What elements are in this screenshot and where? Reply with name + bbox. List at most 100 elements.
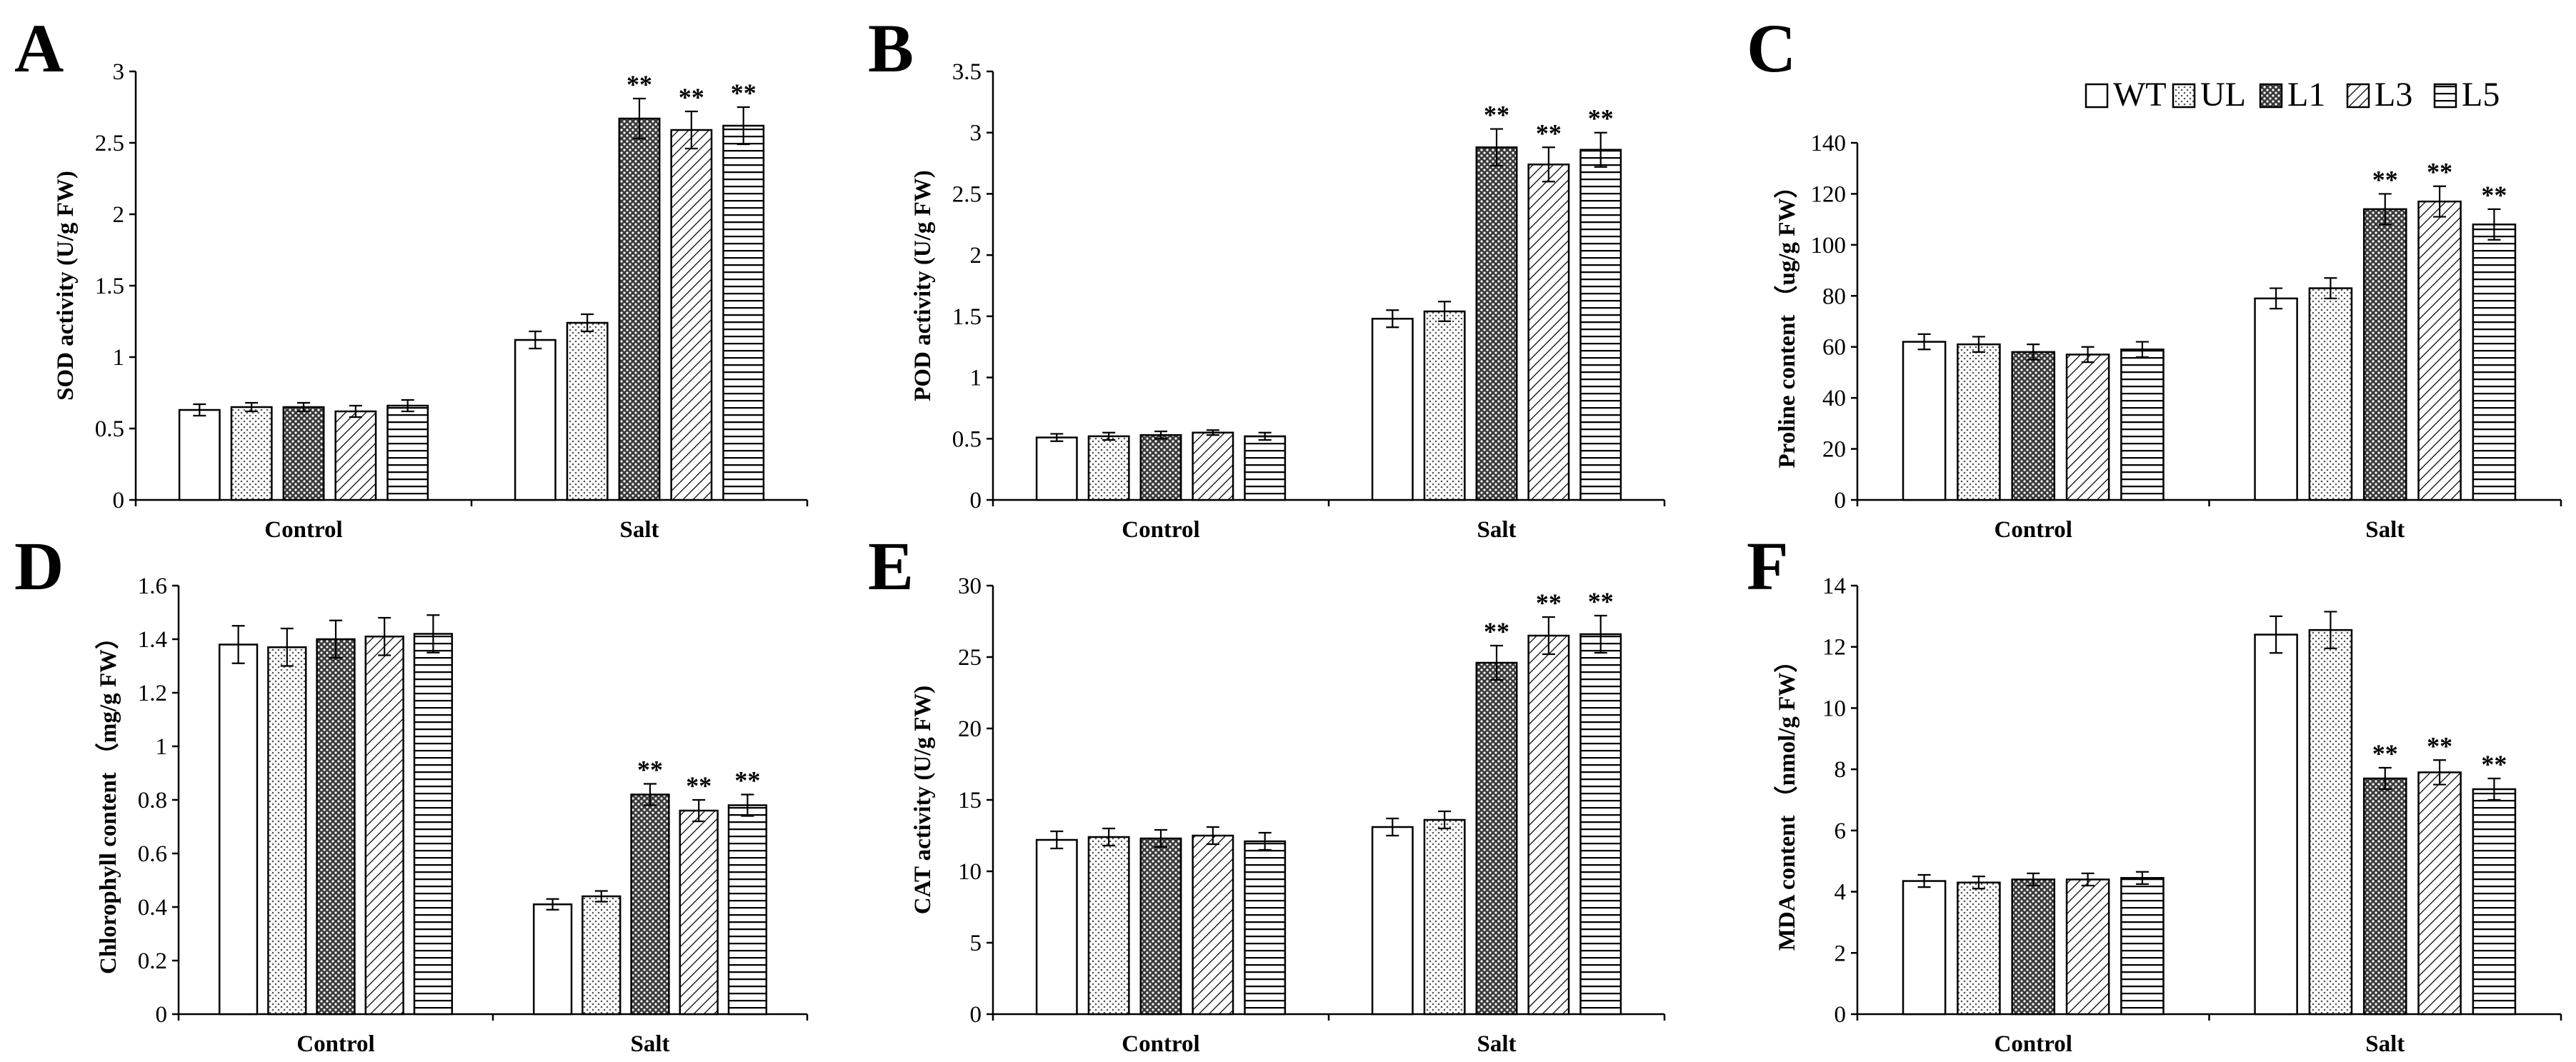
bar-l3	[679, 809, 719, 1016]
y-tick-label: 10	[958, 859, 982, 885]
significance-marker: **	[626, 70, 652, 99]
y-tick-label: 0	[1834, 1002, 1847, 1028]
significance-marker: **	[2427, 731, 2452, 760]
category-label: Control	[296, 1031, 374, 1057]
bar-l5	[1579, 149, 1622, 501]
bar-l5	[1244, 840, 1287, 1016]
y-tick-label: 20	[1822, 437, 1846, 463]
panel-letter: E	[868, 528, 914, 604]
bar-l3	[2065, 878, 2110, 1016]
y-axis-label: MDA content （nmol/g FW）	[1774, 649, 1800, 951]
bar-wt	[1035, 436, 1078, 501]
bar-wt	[1035, 838, 1078, 1016]
bar-l5	[386, 404, 429, 501]
panel-letter: F	[1747, 528, 1789, 604]
y-axis-label: SOD activity (U/g FW)	[53, 171, 79, 401]
legend-swatch-l1	[2259, 83, 2283, 109]
y-tick-label: 0	[156, 1002, 168, 1028]
y-tick-label: 40	[1822, 386, 1846, 411]
bar-l5	[1244, 435, 1287, 501]
y-tick-label: 15	[958, 788, 982, 813]
bar-l5	[2472, 224, 2517, 501]
y-tick-label: 60	[1822, 335, 1846, 361]
bar-l3	[2417, 771, 2462, 1016]
legend-label: L5	[2462, 76, 2500, 114]
bar-wt	[2254, 633, 2298, 1016]
legend: WT UL L1 L3 L5	[2085, 76, 2500, 114]
y-tick-label: 80	[1822, 284, 1846, 309]
bar-wt	[1371, 318, 1414, 501]
bar-l1	[282, 406, 325, 501]
bar-l1	[1475, 146, 1518, 501]
bar-ul	[1087, 836, 1130, 1016]
chart-panel-d: D 0 0.2 0.4 0.6 0.8 1 1.2 1.4 1.6 Chlorophyll cont…	[14, 528, 809, 1057]
bar-ul	[2308, 287, 2353, 501]
y-tick-label: 3	[970, 121, 982, 146]
bar-wt	[218, 643, 259, 1016]
category-label: Salt	[630, 1031, 669, 1057]
significance-marker: **	[1536, 588, 1562, 617]
bar-l1	[2011, 351, 2056, 501]
y-tick-label: 8	[1834, 757, 1847, 783]
bar-l1	[2362, 777, 2407, 1016]
chart-panel-b: B 0 0.5 1 1.5 2 2.5 3 3.5 POD activity (U/g FW) Co…	[868, 10, 1666, 543]
legend-swatch-wt	[2085, 83, 2109, 109]
y-tick-label: 2.5	[95, 131, 124, 156]
bar-l5	[727, 804, 768, 1016]
legend-swatch-l3	[2346, 83, 2370, 109]
significance-marker: **	[1588, 104, 1614, 133]
y-axis-label: POD activity (U/g FW)	[910, 170, 936, 401]
significance-marker: **	[2481, 750, 2507, 778]
chart-panel-e: E 0 5 10 15 20 25 30 CAT activity (U/g FW) Contro…	[868, 528, 1666, 1057]
y-tick-label: 3	[113, 59, 125, 85]
bar-l1	[2011, 878, 2056, 1016]
bar-ul	[1957, 881, 2001, 1016]
bar-l1	[1139, 837, 1182, 1016]
category-label: Salt	[2365, 517, 2405, 543]
significance-marker: **	[686, 771, 712, 800]
bar-l5	[2120, 877, 2165, 1016]
significance-marker: **	[731, 79, 757, 107]
legend-label: WT	[2113, 76, 2167, 114]
bar-wt	[1371, 826, 1414, 1016]
category-label: Control	[264, 517, 342, 543]
bar-l5	[413, 633, 454, 1016]
bar-ul	[1423, 310, 1466, 501]
y-tick-label: 0.5	[95, 416, 124, 442]
panel-letter: C	[1747, 10, 1796, 86]
y-tick-label: 5	[970, 931, 982, 956]
bar-ul	[230, 406, 273, 501]
y-tick-label: 0.2	[138, 948, 167, 974]
bar-l1	[1475, 661, 1518, 1016]
bar-ul	[581, 895, 621, 1016]
bar-l3	[2065, 354, 2110, 501]
y-tick-label: 1	[156, 734, 168, 760]
y-tick-label: 14	[1822, 573, 1846, 599]
y-tick-label: 0	[970, 488, 982, 514]
significance-marker: **	[1484, 101, 1509, 129]
y-tick-label: 1.4	[138, 627, 167, 653]
bar-l3	[2417, 200, 2462, 501]
bar-wt	[2254, 297, 2298, 501]
y-tick-label: 2	[970, 243, 982, 269]
y-tick-label: 12	[1822, 635, 1846, 661]
y-axis-label: Chlorophyll content （mg/g FW）	[95, 626, 121, 974]
bar-l1	[2362, 208, 2407, 501]
bar-l5	[2472, 788, 2517, 1016]
y-tick-label: 1	[970, 366, 982, 391]
bar-l3	[1192, 431, 1234, 501]
bar-ul	[2308, 628, 2353, 1016]
chart-panel-c: C 0 20 40 60 80 100 120 140 Proline content （ug/g…	[1747, 10, 2562, 543]
category-label: Salt	[2365, 1031, 2405, 1057]
chart-panel-f: F 0 2 4 6 8 10 12 14 MDA content （nmol/g FW） Contr…	[1747, 528, 2562, 1057]
legend-label: L3	[2375, 76, 2412, 114]
bar-ul	[1957, 343, 2001, 501]
significance-marker: **	[2372, 165, 2398, 194]
y-tick-label: 1.6	[138, 573, 167, 599]
bar-ul	[566, 321, 609, 501]
bar-l3	[334, 410, 377, 501]
y-axis-label: CAT activity (U/g FW)	[910, 686, 936, 914]
bar-wt	[1902, 880, 1947, 1016]
bar-wt	[532, 903, 573, 1016]
